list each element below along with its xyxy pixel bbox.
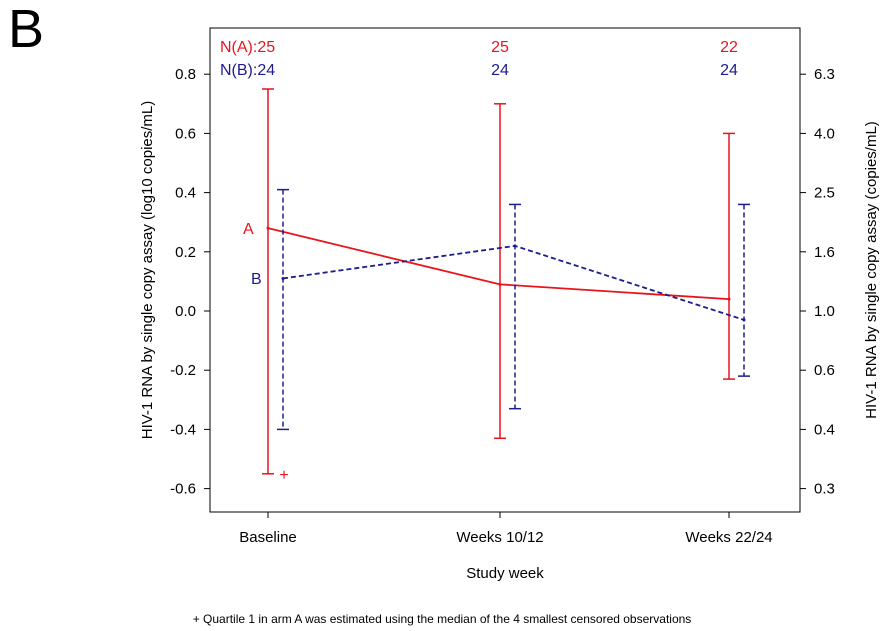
y2-tick-label: 0.3 [814,481,835,498]
data-point [727,297,731,301]
y2-tick-label: 4.0 [814,125,835,142]
censored-marker: + [279,467,288,484]
data-point [742,318,746,322]
series-label: B [251,271,262,288]
plot-frame [209,27,801,513]
y2-tick-label: 6.3 [814,66,835,83]
y2-tick-label: 2.5 [814,185,835,202]
y2-tick-label: 1.6 [814,244,835,261]
data-point [498,282,502,286]
count-label: N(B):24 [220,62,275,79]
x-tick-label: Weeks 22/24 [685,529,772,546]
y-tick-label: -0.4 [170,421,196,438]
y-tick-label: 0.6 [175,125,196,142]
y-tick-label: -0.6 [170,481,196,498]
y-tick-label: 0.8 [175,66,196,83]
x-tick-label: Baseline [239,529,297,546]
y2-tick-label: 0.4 [814,421,835,438]
y-tick-label: 0.0 [175,303,196,320]
x-axis-label: Study week [466,565,544,582]
data-point [281,276,285,280]
count-value: 24 [491,62,509,79]
series-line [267,227,730,301]
count-label: N(A):25 [220,39,275,56]
y2-axis-label: HIV-1 RNA by single copy assay (copies/m… [863,121,880,419]
y-axis-label: HIV-1 RNA by single copy assay (log10 co… [139,101,156,440]
series-label: A [243,221,254,238]
x-tick-label: Weeks 10/12 [456,529,543,546]
count-value: 24 [720,62,738,79]
y-tick-label: 0.2 [175,244,196,261]
y2-tick-label: 1.0 [814,303,835,320]
count-value: 25 [491,39,509,56]
series-line [282,244,745,321]
data-point [513,244,517,248]
count-value: 22 [720,39,738,56]
footnote: + Quartile 1 in arm A was estimated usin… [192,612,692,626]
y-tick-label: -0.2 [170,362,196,379]
y-tick-label: 0.4 [175,185,196,202]
data-point [266,226,270,230]
panel-label: B [8,0,45,59]
y2-tick-label: 0.6 [814,362,835,379]
